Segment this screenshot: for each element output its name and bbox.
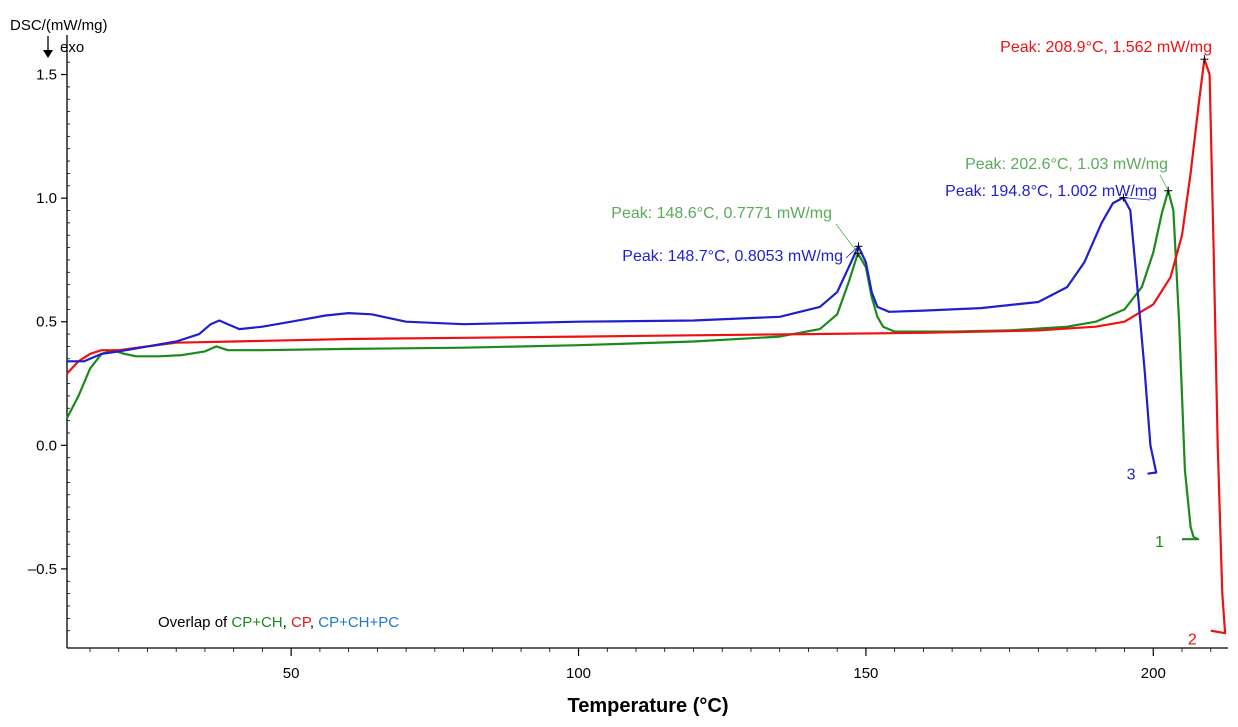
axes: 1.5 1.0 0.5 0.0 –0.5 50 100 150 200 <box>28 35 1228 682</box>
legend-entry: CP+CH <box>231 614 282 631</box>
exo-arrow-icon <box>43 36 53 58</box>
y-axis-label: DSC/(mW/mg) <box>10 17 108 34</box>
peak-annotation: Peak: 194.8°C, 1.002 mW/mg <box>945 183 1157 200</box>
peak-annotation: Peak: 202.6°C, 1.03 mW/mg <box>965 156 1168 173</box>
x-tick-label: 100 <box>566 665 591 682</box>
legend-prefix: Overlap of <box>158 614 231 631</box>
y-tick-label: 0.5 <box>36 314 57 331</box>
exo-arrow-head <box>43 50 53 58</box>
legend-entry: , <box>283 614 291 631</box>
annotation-leader <box>845 246 859 259</box>
peak-annotation: Peak: 208.9°C, 1.562 mW/mg <box>1000 39 1212 56</box>
annotation-leader <box>1159 174 1169 191</box>
y-tick-label: 1.5 <box>36 67 57 84</box>
y-tick-label: 0.0 <box>36 437 57 454</box>
x-tick-label: 200 <box>1141 665 1166 682</box>
legend-entry: CP+CH+PC <box>318 614 399 631</box>
legend-entry: CP <box>291 614 312 631</box>
peak-marker-icon <box>1164 186 1173 195</box>
peak-annotations: Peak: 208.9°C, 1.562 mW/mg Peak: 202.6°C,… <box>611 39 1212 265</box>
peak-marker-icon <box>1200 55 1209 64</box>
curve-label-2: 2 <box>1188 632 1197 649</box>
curve-label-3: 3 <box>1127 467 1136 484</box>
curve-1 <box>66 189 1200 541</box>
peak-marker-icon <box>1119 193 1128 202</box>
peak-marker-icon <box>854 242 863 251</box>
legend-entry: , <box>310 614 318 631</box>
y-tick-label: 1.0 <box>36 190 57 207</box>
annotation-leader <box>1123 197 1151 201</box>
curves: 1 2 3 <box>66 58 1227 649</box>
peak-annotation: Peak: 148.6°C, 0.7771 mW/mg <box>611 205 832 222</box>
peak-annotation: Peak: 148.7°C, 0.8053 mW/mg <box>622 248 843 265</box>
curve-2 <box>66 58 1227 635</box>
curve-3 <box>67 196 1158 475</box>
legend: Overlap of CP+CH, CP, CP+CH+PC <box>158 614 399 631</box>
x-tick-label: 50 <box>283 665 300 682</box>
exo-label: exo <box>60 39 84 56</box>
curve-label-1: 1 <box>1155 534 1164 551</box>
y-tick-label: –0.5 <box>28 561 57 578</box>
annotation-leader <box>835 223 859 254</box>
peak-marker-icon <box>853 249 862 258</box>
x-axis-title: Temperature (°C) <box>568 695 729 717</box>
x-tick-label: 150 <box>853 665 878 682</box>
